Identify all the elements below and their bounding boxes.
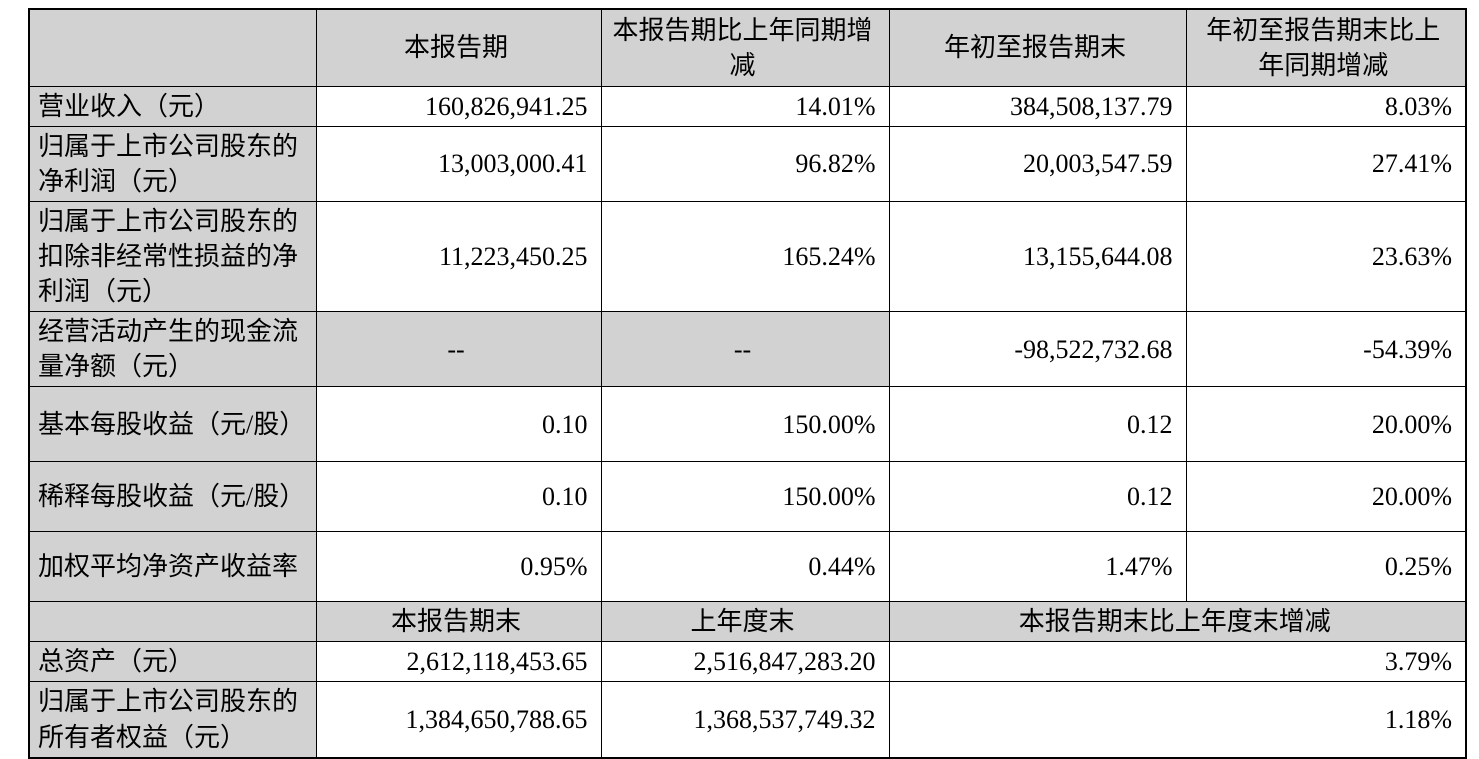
cell-ytd-yoy-change: 20.00% — [1185, 461, 1467, 533]
cell-ytd: 0.12 — [888, 461, 1187, 533]
cell-ytd: 13,155,644.08 — [888, 200, 1187, 313]
header-change-vs-prev-year-end: 本报告期末比上年度末增减 — [888, 601, 1467, 643]
cell-yoy-change: 96.82% — [600, 125, 890, 202]
cell-end-of-period: 1,384,650,788.65 — [315, 681, 602, 759]
cell-prev-year-end: 1,368,537,749.32 — [600, 681, 890, 759]
cell-ytd-yoy-change: 27.41% — [1185, 125, 1467, 202]
header-current-period: 本报告期 — [315, 8, 602, 87]
header-empty-cell — [28, 601, 317, 643]
row-label: 加权平均净资产收益率 — [28, 531, 317, 603]
row-label: 稀释每股收益（元/股） — [28, 461, 317, 533]
table-row-operating-cash-flow: 经营活动产生的现金流量净额（元） -- -- -98,522,732.68 -5… — [28, 311, 1467, 388]
table-row-equity-attributable: 归属于上市公司股东的所有者权益（元） 1,384,650,788.65 1,36… — [28, 681, 1467, 759]
cell-ytd: 384,508,137.79 — [888, 85, 1187, 127]
header-empty-cell — [28, 8, 317, 87]
cell-yoy-change: 150.00% — [600, 386, 890, 463]
row-label: 营业收入（元） — [28, 85, 317, 127]
cell-ytd: 20,003,547.59 — [888, 125, 1187, 202]
header-prev-year-end: 上年度末 — [600, 601, 890, 643]
cell-yoy-change: 14.01% — [600, 85, 890, 127]
cell-current-period: 160,826,941.25 — [315, 85, 602, 127]
cell-ytd: -98,522,732.68 — [888, 311, 1187, 388]
row-label: 总资产（元） — [28, 641, 317, 683]
cell-ytd-yoy-change: -54.39% — [1185, 311, 1467, 388]
cell-ytd-yoy-change: 8.03% — [1185, 85, 1467, 127]
table-row-weighted-avg-roe: 加权平均净资产收益率 0.95% 0.44% 1.47% 0.25% — [28, 531, 1467, 603]
row-label: 基本每股收益（元/股） — [28, 386, 317, 463]
cell-yoy-change: 0.44% — [600, 531, 890, 603]
header-ytd: 年初至报告期末 — [888, 8, 1187, 87]
table-row-diluted-eps: 稀释每股收益（元/股） 0.10 150.00% 0.12 20.00% — [28, 461, 1467, 533]
cell-prev-year-end: 2,516,847,283.20 — [600, 641, 890, 683]
row-label: 归属于上市公司股东的所有者权益（元） — [28, 681, 317, 759]
header-yoy-change: 本报告期比上年同期增减 — [600, 8, 890, 87]
cell-current-period: 0.10 — [315, 386, 602, 463]
cell-current-period: 13,003,000.41 — [315, 125, 602, 202]
cell-current-period: 0.10 — [315, 461, 602, 533]
cell-ytd-yoy-change: 23.63% — [1185, 200, 1467, 313]
cell-end-of-period: 2,612,118,453.65 — [315, 641, 602, 683]
cell-current-period: -- — [315, 311, 602, 388]
header-row-1: 本报告期 本报告期比上年同期增减 年初至报告期末 年初至报告期末比上年同期增减 — [28, 8, 1467, 87]
financial-summary-table: 本报告期 本报告期比上年同期增减 年初至报告期末 年初至报告期末比上年同期增减 … — [28, 8, 1467, 759]
table-row-net-profit-excl-nonrecurring: 归属于上市公司股东的扣除非经常性损益的净利润（元） 11,223,450.25 … — [28, 200, 1467, 313]
cell-yoy-change: 165.24% — [600, 200, 890, 313]
cell-current-period: 0.95% — [315, 531, 602, 603]
table-row-revenue: 营业收入（元） 160,826,941.25 14.01% 384,508,13… — [28, 85, 1467, 127]
cell-ytd: 0.12 — [888, 386, 1187, 463]
header-row-2: 本报告期末 上年度末 本报告期末比上年度末增减 — [28, 601, 1467, 643]
header-end-of-period: 本报告期末 — [315, 601, 602, 643]
cell-change-vs-prev-year-end: 3.79% — [888, 641, 1467, 683]
cell-ytd-yoy-change: 20.00% — [1185, 386, 1467, 463]
table-row-net-profit: 归属于上市公司股东的净利润（元） 13,003,000.41 96.82% 20… — [28, 125, 1467, 202]
row-label: 归属于上市公司股东的扣除非经常性损益的净利润（元） — [28, 200, 317, 313]
cell-current-period: 11,223,450.25 — [315, 200, 602, 313]
header-ytd-yoy-change: 年初至报告期末比上年同期增减 — [1185, 8, 1467, 87]
row-label: 归属于上市公司股东的净利润（元） — [28, 125, 317, 202]
row-label: 经营活动产生的现金流量净额（元） — [28, 311, 317, 388]
table-row-total-assets: 总资产（元） 2,612,118,453.65 2,516,847,283.20… — [28, 641, 1467, 683]
table-row-basic-eps: 基本每股收益（元/股） 0.10 150.00% 0.12 20.00% — [28, 386, 1467, 463]
cell-yoy-change: 150.00% — [600, 461, 890, 533]
cell-change-vs-prev-year-end: 1.18% — [888, 681, 1467, 759]
cell-ytd: 1.47% — [888, 531, 1187, 603]
cell-ytd-yoy-change: 0.25% — [1185, 531, 1467, 603]
cell-yoy-change: -- — [600, 311, 890, 388]
